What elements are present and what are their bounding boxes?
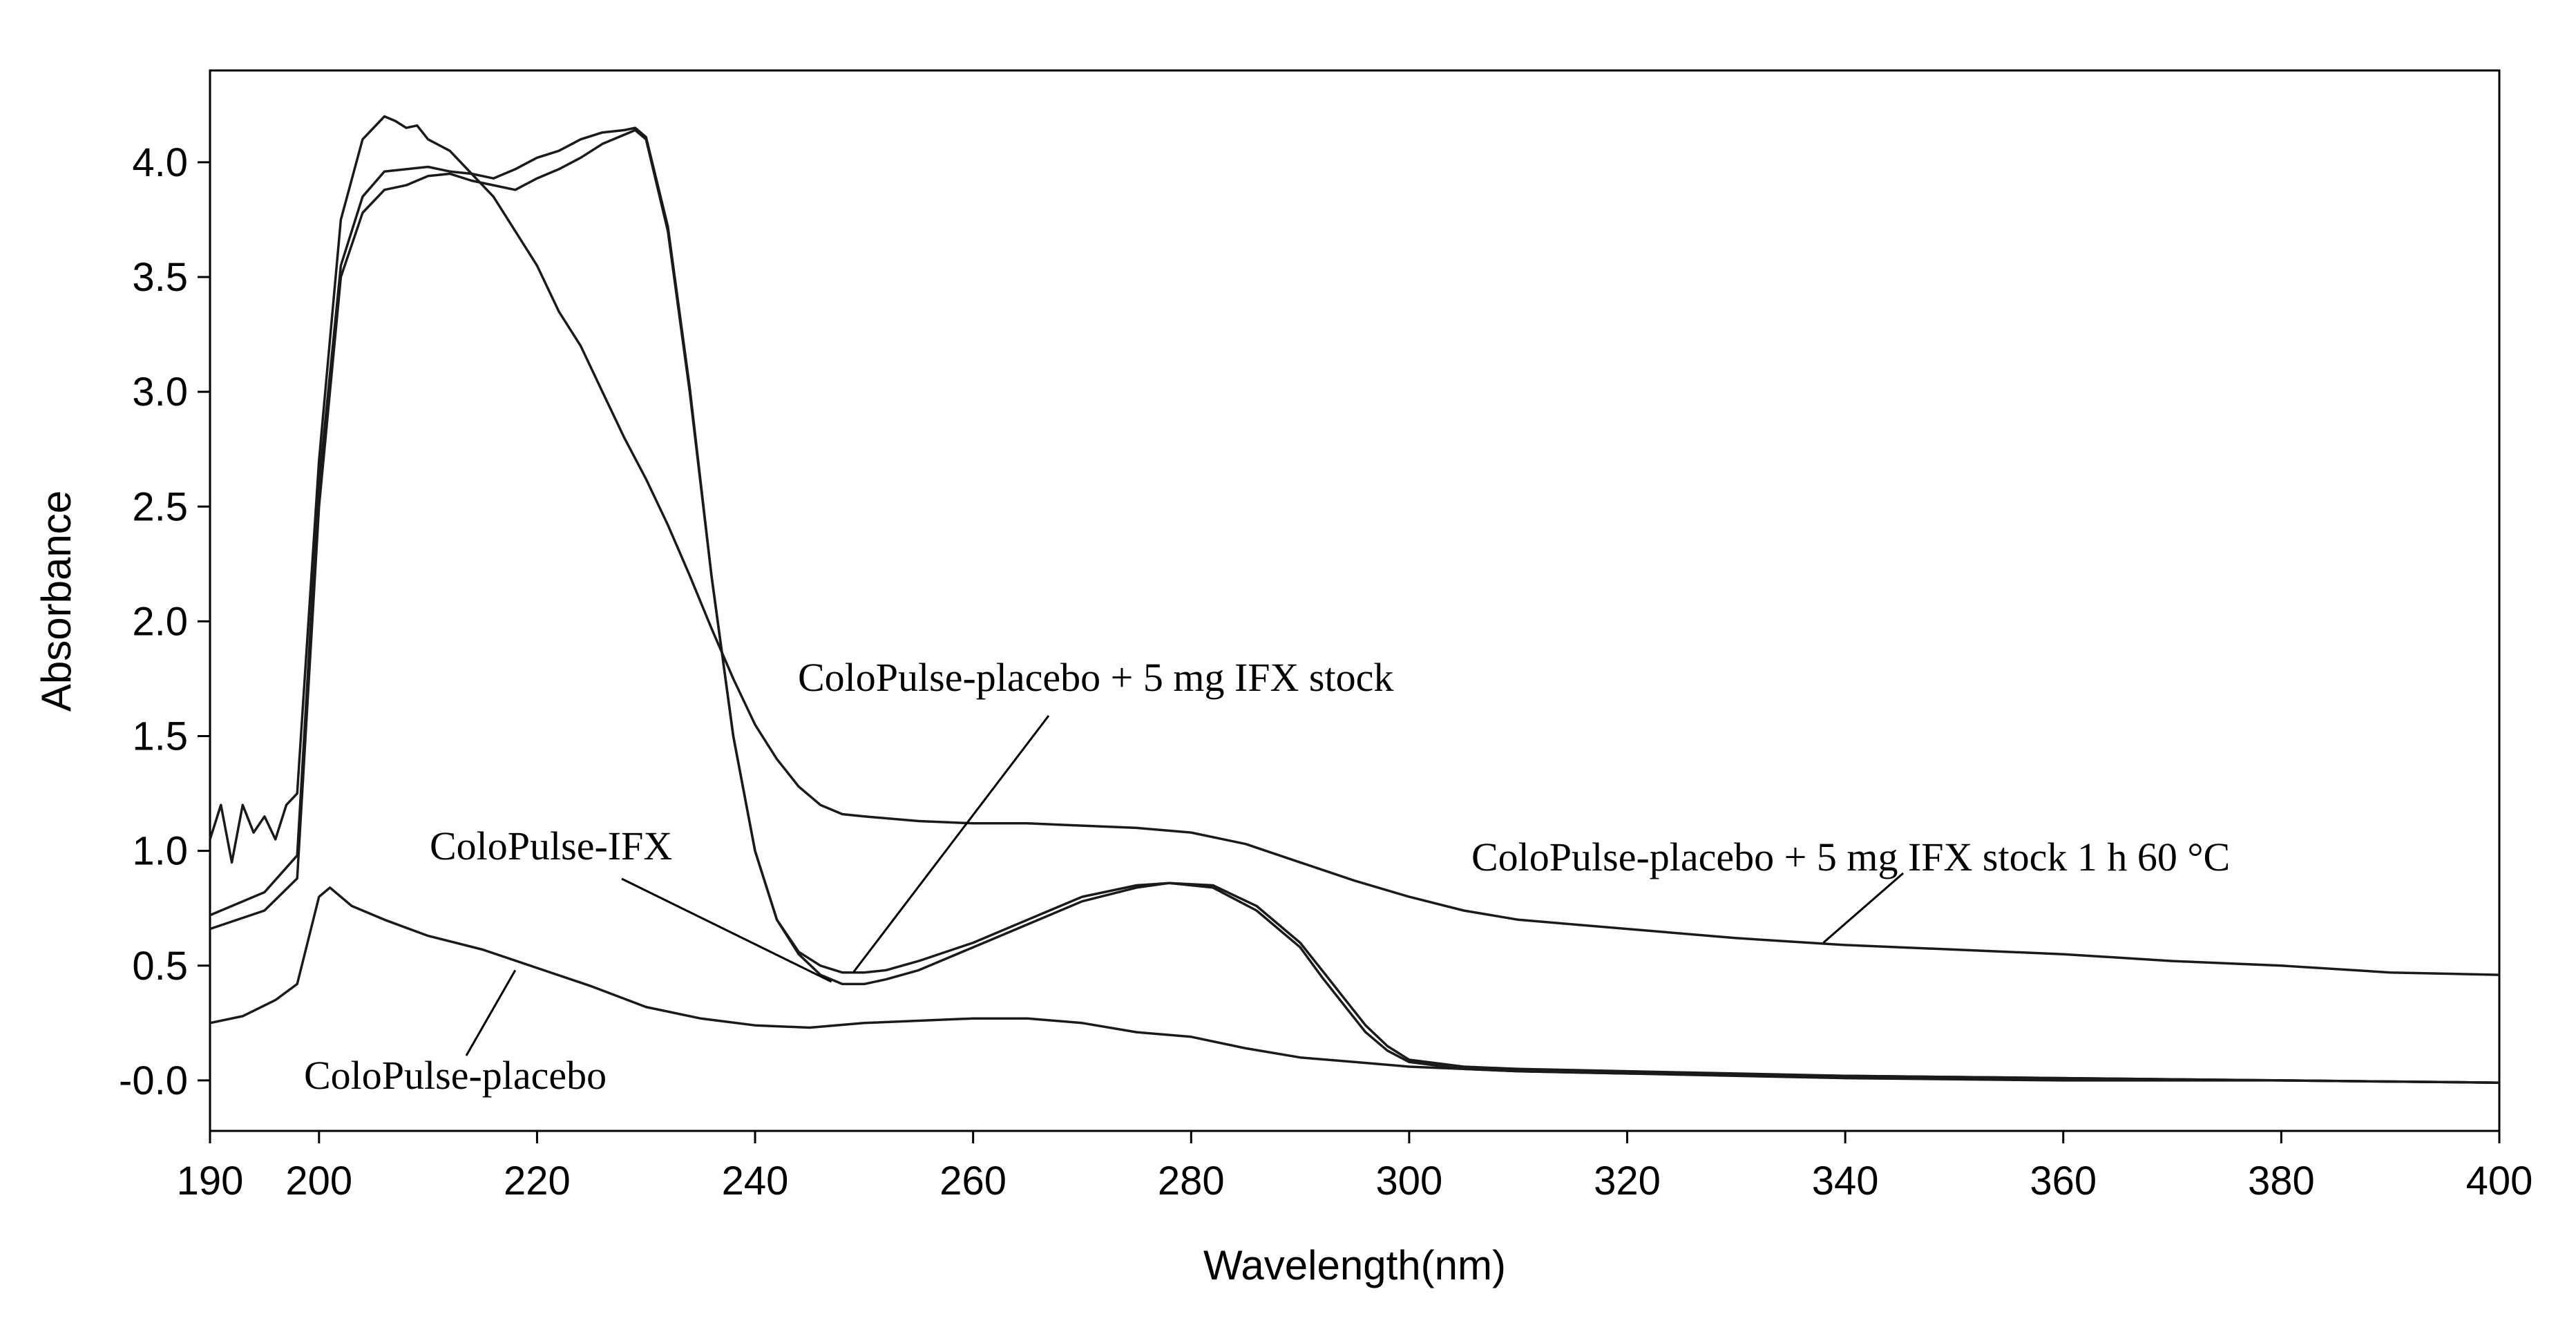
- x-tick-label: 380: [2248, 1159, 2315, 1203]
- y-tick-label: 1.0: [132, 829, 188, 874]
- y-tick-label: 3.0: [132, 370, 188, 415]
- annotation-leader-line: [621, 877, 832, 983]
- annotation-leader-line: [852, 715, 1050, 973]
- x-tick-label: 320: [1594, 1159, 1661, 1203]
- series-line-colopulse-placebo: [209, 886, 2500, 1084]
- x-tick-label: 200: [285, 1159, 352, 1203]
- y-tick-label: 2.5: [132, 484, 188, 529]
- x-tick-label: 300: [1376, 1159, 1443, 1203]
- x-tick-label: 240: [722, 1159, 789, 1203]
- ticks-layer: 190 200 220 240 260 280 300 320 340 360 380 400 -0.0…: [119, 140, 2532, 1203]
- x-tick-label: 400: [2466, 1159, 2533, 1203]
- y-tick-label: 2.0: [132, 599, 188, 644]
- y-tick-label: -0.0: [119, 1058, 188, 1103]
- series-line-colopulse-placebo-5-mg-ifx-stock-1-h-60-c: [209, 115, 2500, 976]
- y-tick-label: 0.5: [132, 944, 188, 989]
- annotation-label-colopulse-placebo-5-mg-ifx-stock: ColoPulse-placebo + 5 mg IFX stock: [798, 655, 1393, 700]
- x-tick-label: 220: [504, 1159, 571, 1203]
- series-layer: [209, 115, 2500, 1084]
- series-line-colopulse-placebo-5-mg-ifx-stock: [209, 126, 2500, 1084]
- x-tick-label: 360: [2030, 1159, 2097, 1203]
- x-tick-label: 280: [1158, 1159, 1225, 1203]
- y-tick-label: 1.5: [132, 714, 188, 759]
- x-axis-title: Wavelength(nm): [1203, 1242, 1506, 1288]
- annotation-label-colopulse-placebo: ColoPulse-placebo: [304, 1053, 607, 1098]
- annotation-leader-line: [1822, 872, 1904, 944]
- annotation-leader-line: [465, 969, 517, 1056]
- y-tick-label: 3.5: [132, 255, 188, 300]
- y-tick-label: 4.0: [132, 140, 188, 185]
- annotation-label-colopulse-ifx: ColoPulse-IFX: [430, 823, 672, 868]
- annotation-label-colopulse-placebo-5-mg-ifx-stock-1-h-60-c: ColoPulse-placebo + 5 mg IFX stock 1 h 6…: [1471, 835, 2230, 879]
- plot-frame: [209, 69, 2501, 1132]
- y-axis-title: Absorbance: [33, 490, 79, 712]
- x-tick-label: 190: [177, 1159, 244, 1203]
- annotations-layer: ColoPulse-placebo + 5 mg IFX stock ColoPu…: [304, 655, 2230, 1098]
- x-tick-label: 260: [939, 1159, 1006, 1203]
- x-tick-label: 340: [1812, 1159, 1879, 1203]
